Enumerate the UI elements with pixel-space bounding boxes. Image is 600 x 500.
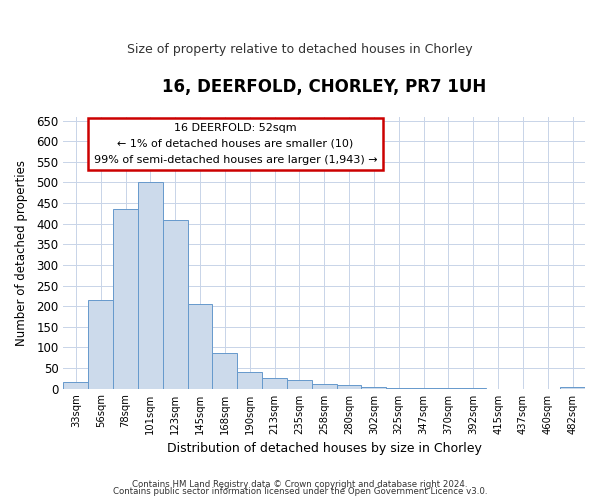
X-axis label: Distribution of detached houses by size in Chorley: Distribution of detached houses by size … xyxy=(167,442,482,455)
Text: Size of property relative to detached houses in Chorley: Size of property relative to detached ho… xyxy=(127,42,473,56)
Bar xyxy=(287,380,312,388)
Text: Contains HM Land Registry data © Crown copyright and database right 2024.: Contains HM Land Registry data © Crown c… xyxy=(132,480,468,489)
Bar xyxy=(312,384,337,388)
Bar xyxy=(262,378,287,388)
Bar xyxy=(212,352,237,388)
Bar xyxy=(188,304,212,388)
Title: 16, DEERFOLD, CHORLEY, PR7 1UH: 16, DEERFOLD, CHORLEY, PR7 1UH xyxy=(162,78,487,96)
Bar xyxy=(560,387,585,388)
Bar xyxy=(237,372,262,388)
Y-axis label: Number of detached properties: Number of detached properties xyxy=(15,160,28,346)
Bar xyxy=(163,220,188,388)
Text: 16 DEERFOLD: 52sqm
← 1% of detached houses are smaller (10)
99% of semi-detached: 16 DEERFOLD: 52sqm ← 1% of detached hous… xyxy=(94,124,377,164)
Bar xyxy=(337,386,361,388)
Bar xyxy=(138,182,163,388)
Bar xyxy=(64,382,88,388)
Text: Contains public sector information licensed under the Open Government Licence v3: Contains public sector information licen… xyxy=(113,488,487,496)
Bar xyxy=(88,300,113,388)
Bar xyxy=(113,209,138,388)
